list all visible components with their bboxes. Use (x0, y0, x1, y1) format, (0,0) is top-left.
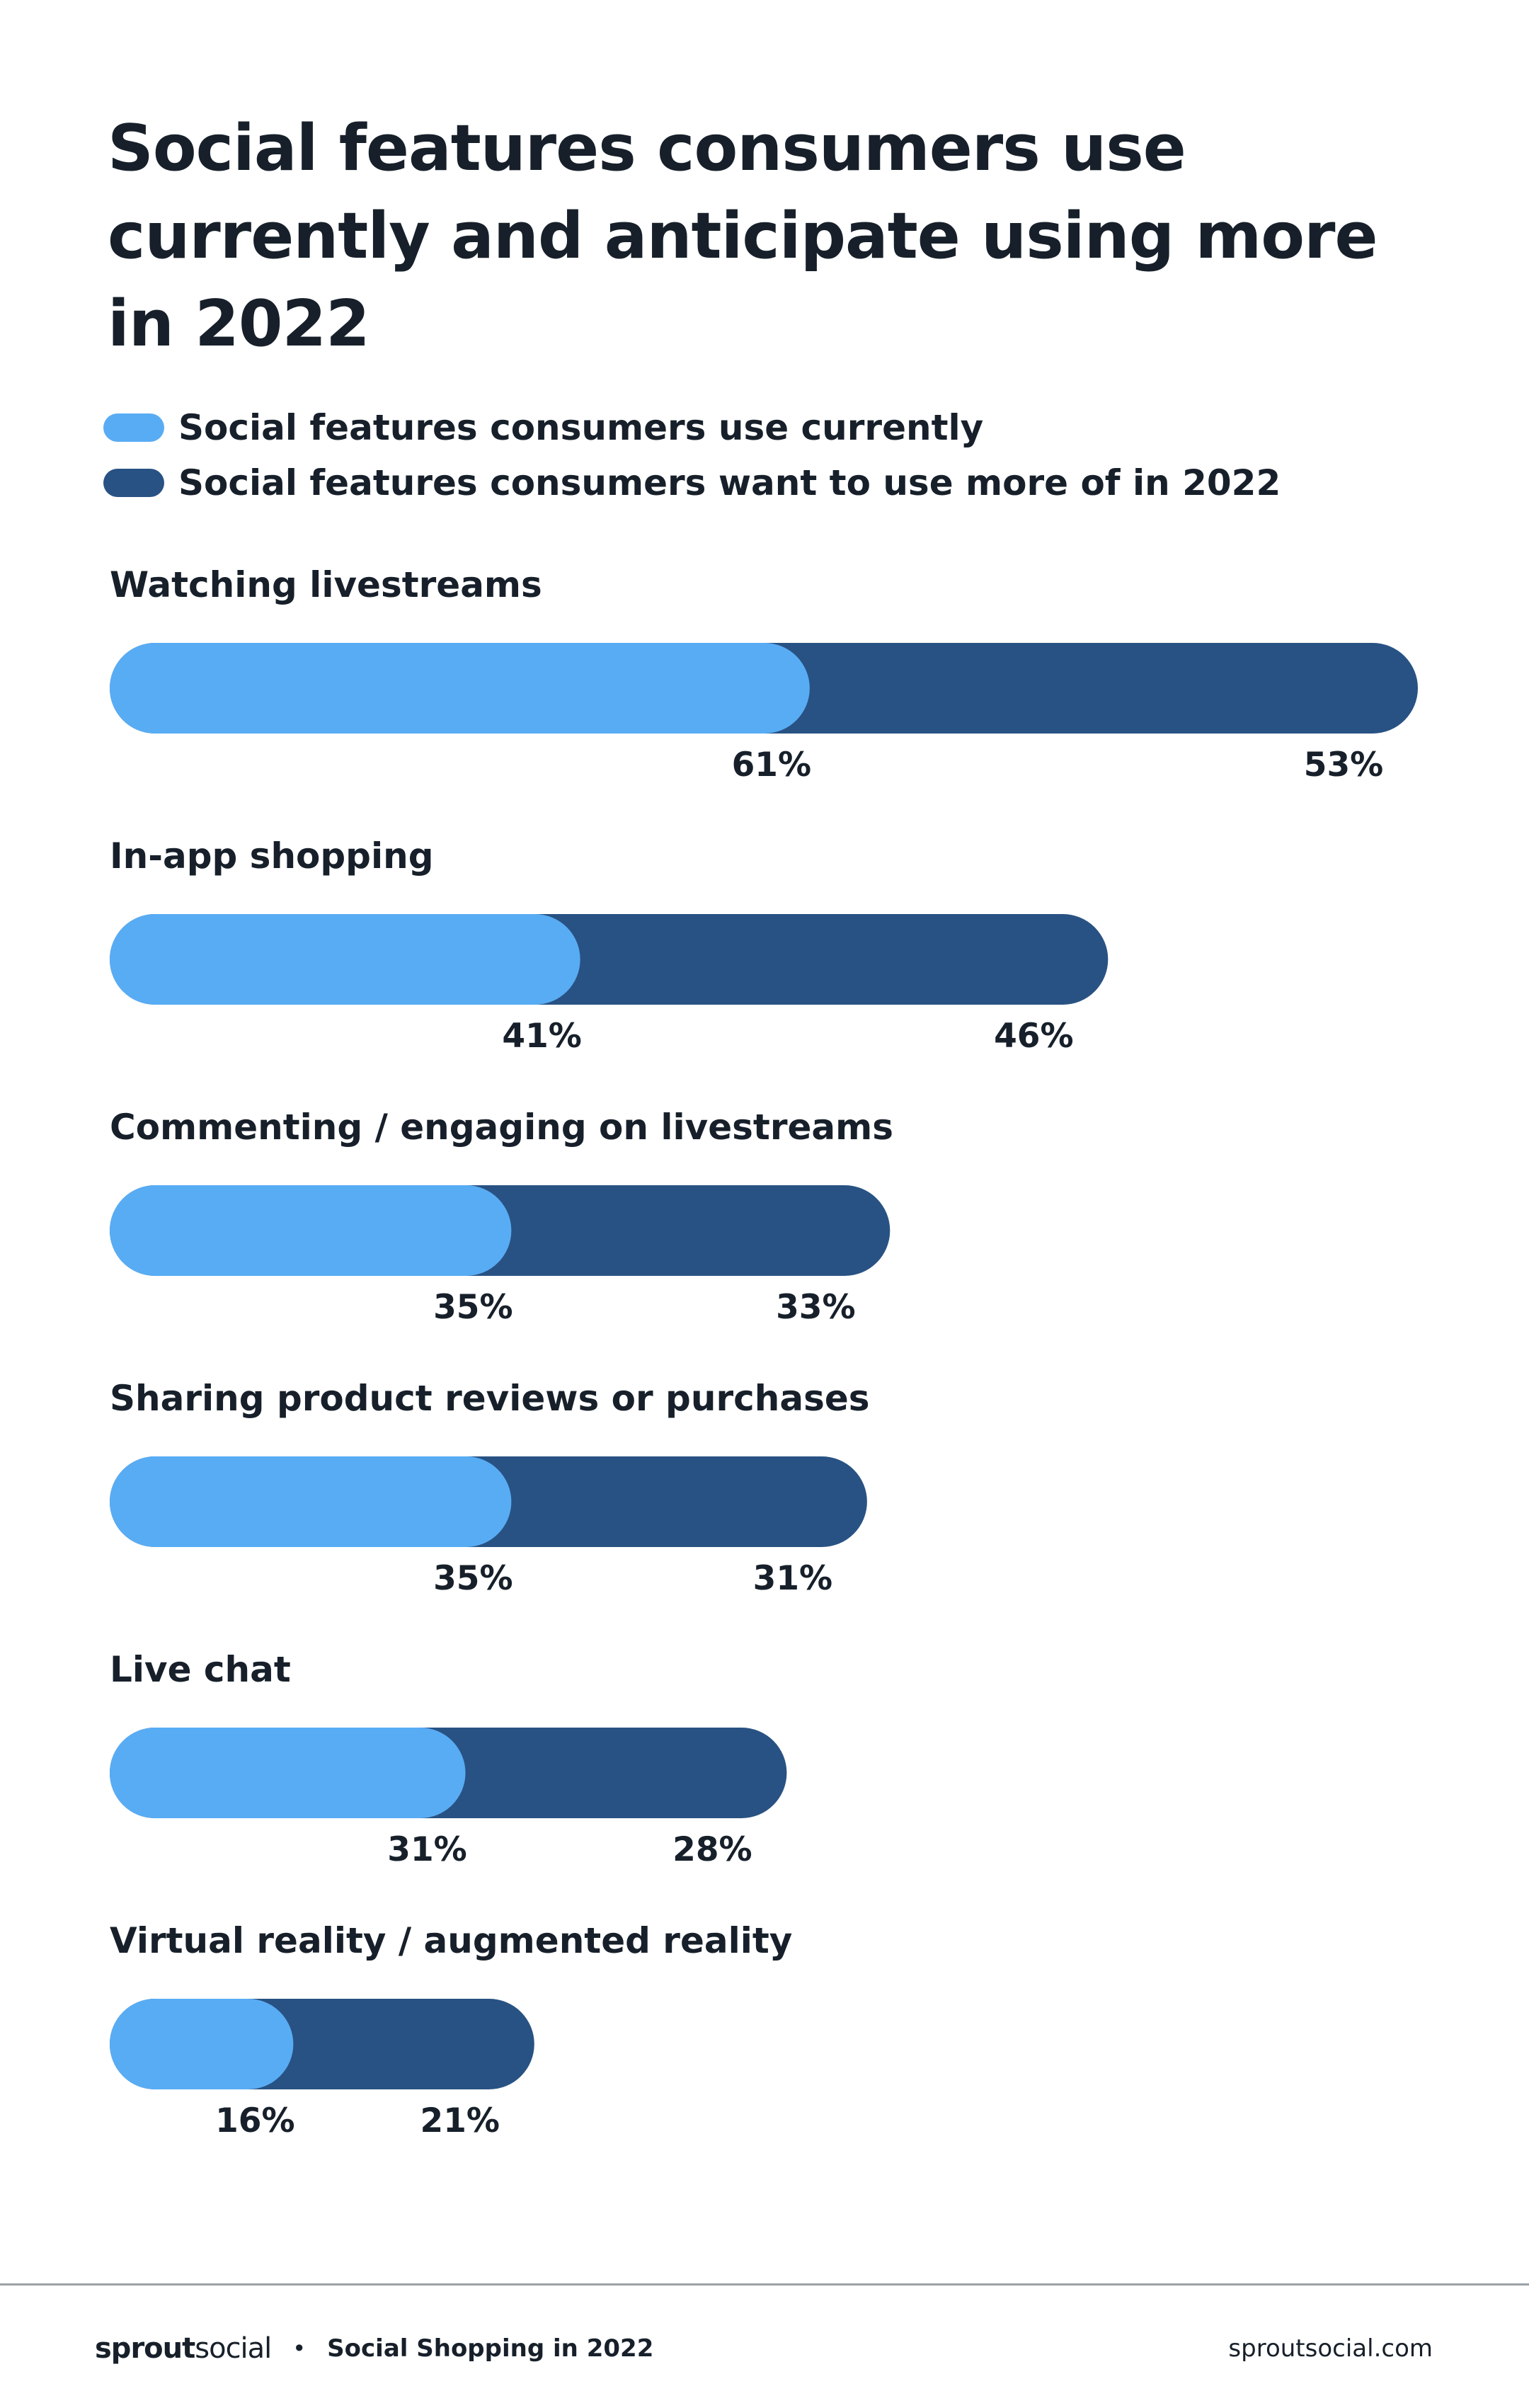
category-label-4: Sharing product reviews or purchases (110, 1378, 870, 1419)
bar-current-6 (110, 1999, 294, 2089)
value-label-future-6: 21% (420, 2101, 500, 2140)
category-label-5: Live chat (110, 1649, 291, 1690)
legend-label-future: Social features consumers want to use mo… (178, 462, 1281, 503)
value-label-future-4: 31% (753, 1559, 833, 1598)
value-label-future-3: 33% (776, 1288, 856, 1327)
value-label-current-3: 35% (433, 1288, 513, 1327)
footer-separator: • (292, 2335, 307, 2362)
bar-chart: Watching livestreams 61% 53% In-app shoppin… (110, 564, 1418, 2140)
value-label-current-6: 16% (215, 2101, 295, 2140)
value-label-current-2: 41% (502, 1017, 582, 1056)
brand-logo: sproutsocial (95, 2332, 272, 2365)
brand-logo-bold: sprout (95, 2332, 195, 2365)
value-label-current-1: 61% (732, 746, 812, 784)
chart-title: Social features consumers use currently … (108, 111, 1378, 361)
value-label-future-5: 28% (672, 1830, 752, 1869)
bar-current-4 (110, 1456, 512, 1547)
legend: Social features consumers use currently … (103, 400, 1281, 510)
website-link[interactable]: sproutsocial.com (1228, 2334, 1433, 2363)
bar-current-1 (110, 643, 810, 734)
brand-logo-light: social (195, 2332, 272, 2365)
value-label-future-2: 46% (994, 1017, 1074, 1056)
bar-current-2 (110, 914, 580, 1005)
legend-swatch-current (103, 413, 164, 442)
category-label-2: In-app shopping (110, 835, 434, 877)
category-label-6: Virtual reality / augmented reality (110, 1920, 792, 1961)
legend-label-current: Social features consumers use currently (178, 407, 984, 448)
value-label-current-4: 35% (433, 1559, 513, 1598)
legend-item-current: Social features consumers use currently (103, 400, 1281, 455)
report-title: Social Shopping in 2022 (327, 2334, 654, 2363)
value-label-future-1: 53% (1304, 746, 1384, 784)
bar-current-3 (110, 1185, 512, 1276)
footer-right: sproutsocial.com (1228, 2331, 1433, 2366)
legend-swatch-future (103, 469, 164, 497)
value-label-current-5: 31% (387, 1830, 467, 1869)
footer-divider (0, 2283, 1529, 2286)
bar-current-5 (110, 1728, 466, 1818)
category-label-1: Watching livestreams (110, 564, 542, 605)
footer-left: sproutsocial • Social Shopping in 2022 (95, 2331, 653, 2366)
legend-item-future: Social features consumers want to use mo… (103, 455, 1281, 510)
category-label-3: Commenting / engaging on livestreams (110, 1107, 893, 1148)
